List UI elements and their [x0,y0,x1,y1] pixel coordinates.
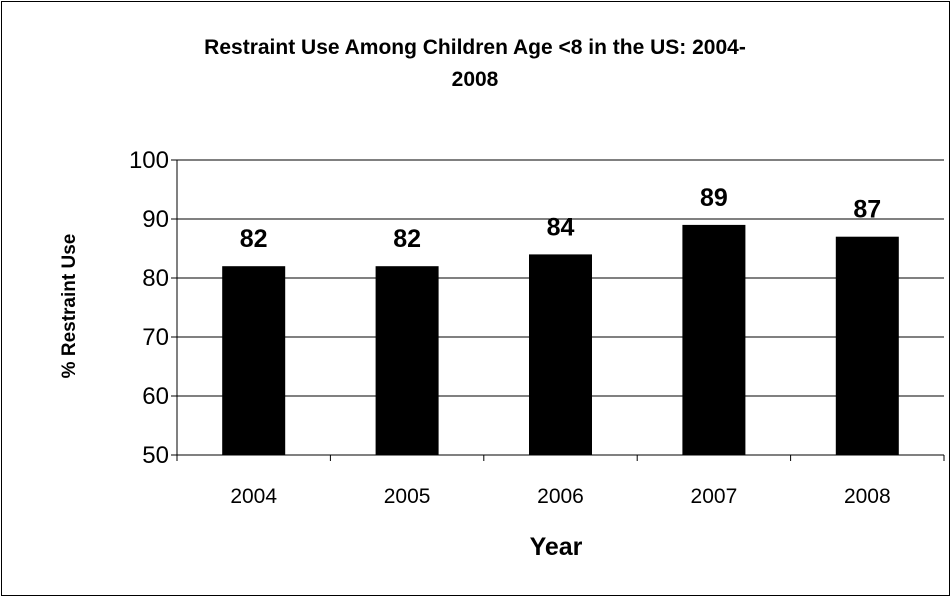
bar [529,254,592,455]
tick-labels: 50 60 70 80 90 100 2004 2005 2006 2007 2008 [129,147,891,508]
y-tick-label: 50 [142,442,169,469]
data-labels: 82 82 84 89 87 [240,184,881,253]
x-tick-label: 2008 [844,485,891,508]
data-label: 82 [240,225,268,253]
bar [682,224,746,455]
chart-title-line-1: Restraint Use Among Children Age <8 in t… [204,36,746,59]
y-tick-label: 70 [142,324,169,351]
x-tick-label: 2005 [384,485,431,508]
x-tick-label: 2004 [230,485,277,508]
axes [171,159,945,461]
data-label: 87 [853,196,881,224]
bars [222,224,899,455]
y-tick-label: 80 [142,265,169,292]
data-label: 82 [393,225,421,253]
y-tick-label: 90 [142,206,169,233]
data-label: 84 [547,213,575,241]
x-tick-label: 2006 [537,485,584,508]
x-tick-label: 2007 [691,485,738,508]
y-tick-label: 60 [142,383,169,410]
bar [835,236,899,455]
data-label: 89 [700,184,728,212]
bar [375,266,439,455]
y-axis-label: % Restraint Use [59,234,80,379]
x-axis-label: Year [530,533,583,561]
chart-title-line-2: 2008 [452,68,499,91]
bar [222,266,286,455]
y-tick-label: 100 [129,147,169,174]
